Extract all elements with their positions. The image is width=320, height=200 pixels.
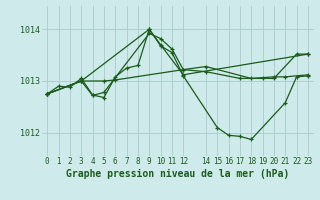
X-axis label: Graphe pression niveau de la mer (hPa): Graphe pression niveau de la mer (hPa): [66, 169, 289, 179]
